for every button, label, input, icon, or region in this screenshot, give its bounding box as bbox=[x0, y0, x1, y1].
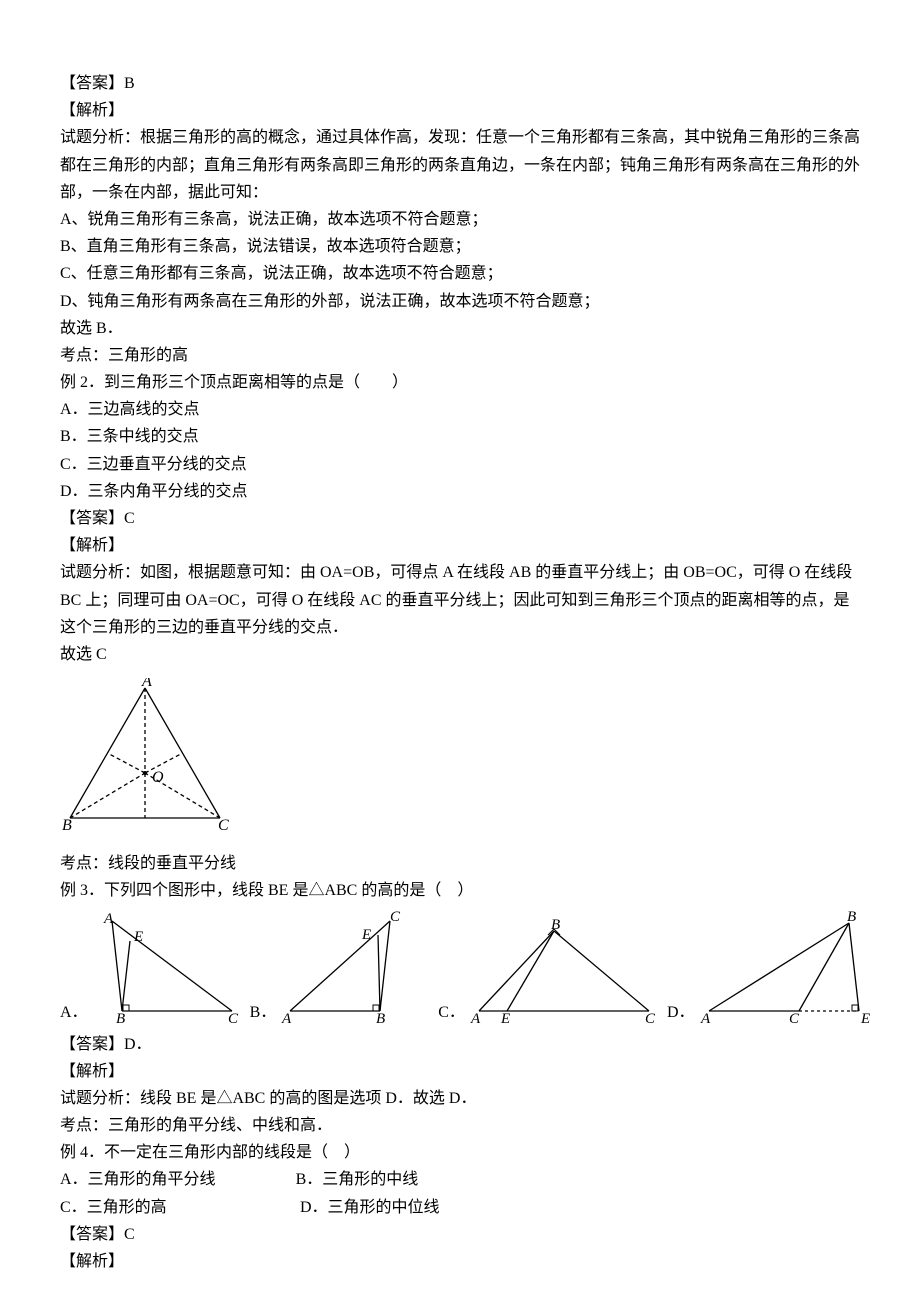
explain-label-2: 【解析】 bbox=[60, 532, 860, 559]
ex3-opt-c-wrap: C． A B C E bbox=[438, 911, 659, 1027]
explain-2-text: 试题分析：如图，根据题意可知：由 OA=OB，可得点 A 在线段 AB 的垂直平… bbox=[60, 559, 860, 641]
ex4-opt-c: C．三角形的高 bbox=[60, 1194, 220, 1221]
figure-a: A B C E bbox=[92, 911, 242, 1027]
ex4-opt-b: B．三角形的中线 bbox=[296, 1166, 419, 1193]
ex2-question: 例 2．到三角形三个顶点距离相等的点是（ ） bbox=[60, 369, 860, 396]
svg-text:B: B bbox=[376, 1011, 385, 1027]
answer-3: 【答案】D． bbox=[60, 1031, 860, 1058]
ex3-opt-d-wrap: D． A B C E bbox=[667, 911, 879, 1027]
explain-1-d: D、钝角三角形有两条高在三角形的外部，说法正确，故本选项不符合题意； bbox=[60, 288, 860, 315]
ex3-question: 例 3．下列四个图形中，线段 BE 是△ABC 的高的是（ ） bbox=[60, 877, 860, 904]
figure-d: A B C E bbox=[699, 911, 879, 1027]
answer-2: 【答案】C bbox=[60, 505, 860, 532]
ex2-opt-c: C．三边垂直平分线的交点 bbox=[60, 451, 860, 478]
svg-text:C: C bbox=[228, 1011, 239, 1027]
explain-label-1: 【解析】 bbox=[60, 97, 860, 124]
explain-2-sel: 故选 C bbox=[60, 641, 860, 668]
ex3-opt-b-label: B． bbox=[250, 999, 277, 1026]
svg-text:C: C bbox=[390, 911, 401, 925]
ex3-figures-row: A． A B C E B． A B C E C． A B C E D． A B C E bbox=[60, 911, 860, 1027]
ex4-row2: C．三角形的高 D．三角形的中位线 bbox=[60, 1194, 860, 1221]
explain-label-3: 【解析】 bbox=[60, 1058, 860, 1085]
svg-text:B: B bbox=[62, 817, 72, 834]
svg-text:O: O bbox=[152, 769, 164, 786]
svg-text:B: B bbox=[847, 911, 856, 925]
svg-text:A: A bbox=[141, 678, 152, 690]
svg-text:A: A bbox=[470, 1011, 481, 1027]
answer-1: 【答案】B bbox=[60, 70, 860, 97]
explain-1-intro: 试题分析：根据三角形的高的概念，通过具体作高，发现：任意一个三角形都有三条高，其… bbox=[60, 124, 860, 206]
svg-text:C: C bbox=[218, 817, 229, 834]
ex2-opt-a: A．三边高线的交点 bbox=[60, 396, 860, 423]
svg-text:E: E bbox=[860, 1011, 870, 1027]
kaodian-2: 考点：线段的垂直平分线 bbox=[60, 850, 860, 877]
kaodian-1: 考点：三角形的高 bbox=[60, 342, 860, 369]
ex2-opt-b: B．三条中线的交点 bbox=[60, 423, 860, 450]
svg-text:A: A bbox=[281, 1011, 292, 1027]
ex3-opt-b-wrap: B． A B C E bbox=[250, 911, 431, 1027]
kaodian-3: 考点：三角形的角平分线、中线和高． bbox=[60, 1112, 860, 1139]
explain-1-c: C、任意三角形都有三条高，说法正确，故本选项不符合题意； bbox=[60, 260, 860, 287]
triangle-diagram: A B C O bbox=[60, 678, 860, 842]
explain-1-b: B、直角三角形有三条高，说法错误，故本选项符合题意； bbox=[60, 233, 860, 260]
svg-text:E: E bbox=[361, 927, 371, 943]
svg-text:B: B bbox=[116, 1011, 125, 1027]
explain-label-4: 【解析】 bbox=[60, 1248, 860, 1275]
ex4-row1: A．三角形的角平分线 B．三角形的中线 bbox=[60, 1166, 860, 1193]
ex3-opt-c-label: C． bbox=[438, 999, 465, 1026]
svg-text:A: A bbox=[103, 911, 114, 927]
answer-4: 【答案】C bbox=[60, 1221, 860, 1248]
explain-1-sel: 故选 B． bbox=[60, 315, 860, 342]
explain-1-a: A、锐角三角形有三条高，说法正确，故本选项不符合题意； bbox=[60, 206, 860, 233]
ex4-question: 例 4．不一定在三角形内部的线段是（ ） bbox=[60, 1139, 860, 1166]
svg-text:C: C bbox=[645, 1011, 656, 1027]
ex4-opt-a: A．三角形的角平分线 bbox=[60, 1166, 216, 1193]
svg-text:E: E bbox=[500, 1011, 510, 1027]
ex3-opt-a-label: A． bbox=[60, 999, 88, 1026]
ex4-opt-d: D．三角形的中位线 bbox=[300, 1194, 440, 1221]
explain-3-text: 试题分析：线段 BE 是△ABC 的高的图是选项 D．故选 D． bbox=[60, 1085, 860, 1112]
svg-text:B: B bbox=[551, 917, 560, 933]
ex3-opt-d-label: D． bbox=[667, 999, 695, 1026]
triangle-svg: A B C O bbox=[60, 678, 230, 842]
figure-c: A B C E bbox=[469, 911, 659, 1027]
ex3-opt-a-wrap: A． A B C E bbox=[60, 911, 242, 1027]
figure-b: A B C E bbox=[280, 911, 430, 1027]
svg-text:C: C bbox=[789, 1011, 800, 1027]
svg-text:A: A bbox=[700, 1011, 711, 1027]
svg-text:E: E bbox=[133, 929, 143, 945]
ex2-opt-d: D．三条内角平分线的交点 bbox=[60, 478, 860, 505]
